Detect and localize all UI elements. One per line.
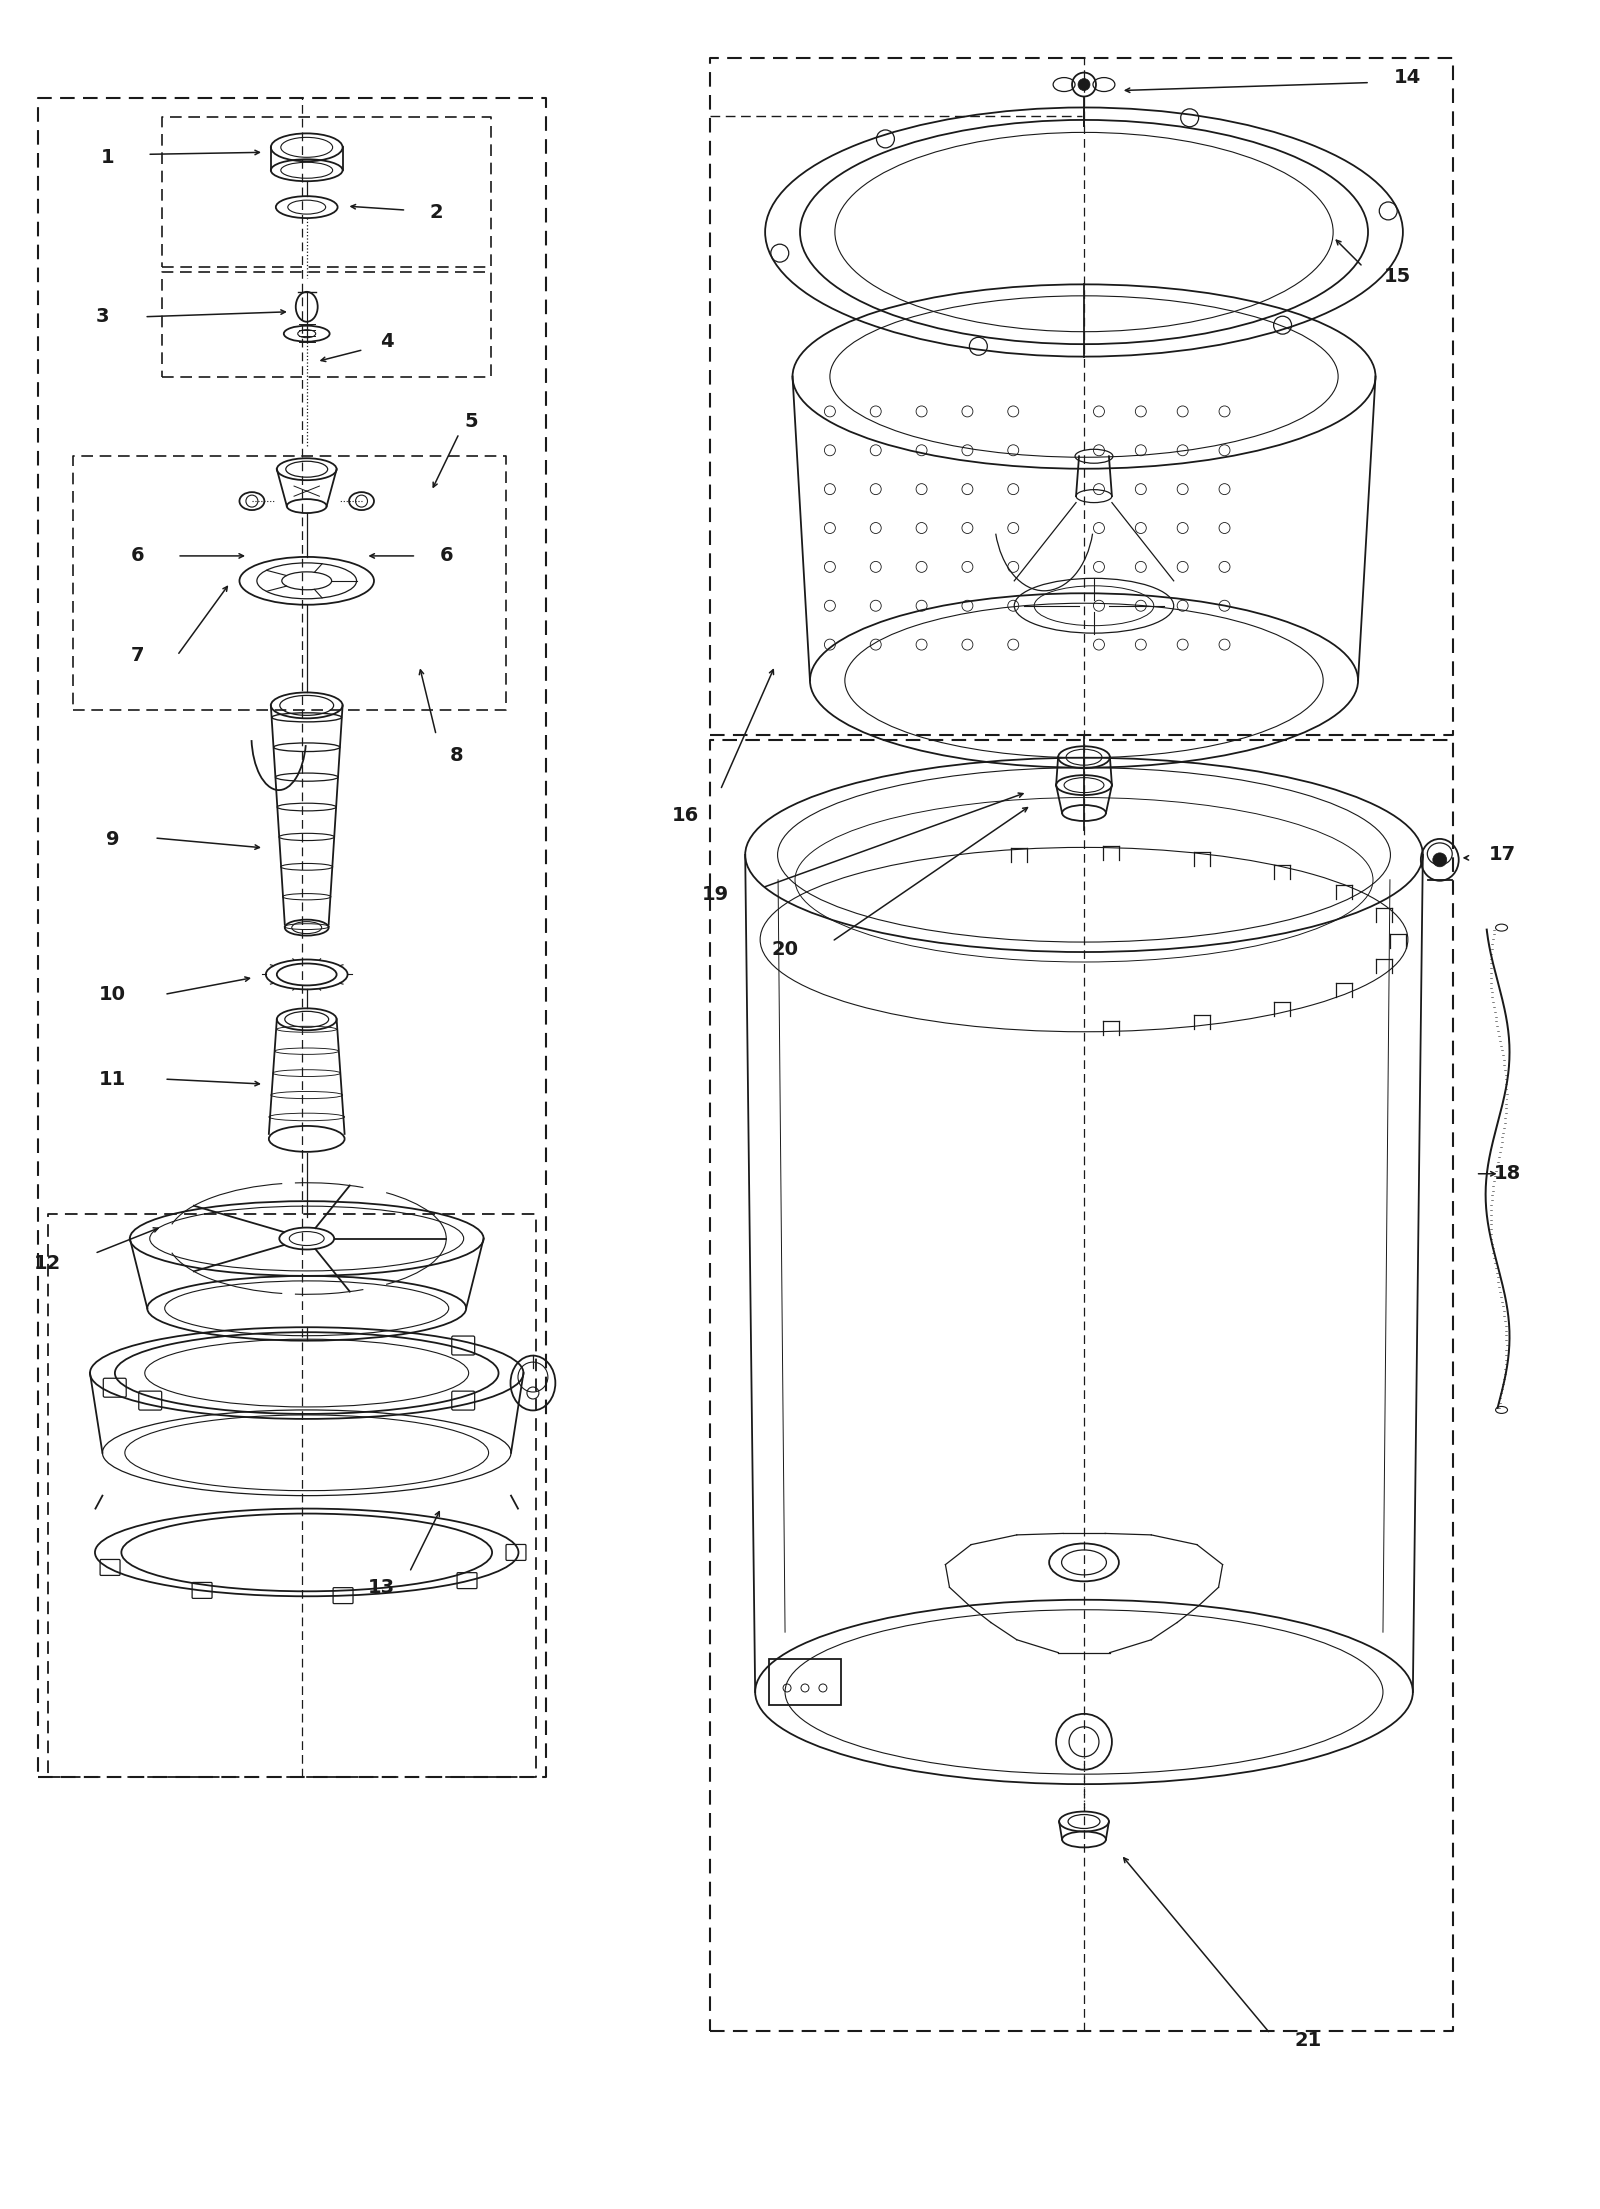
Text: 13: 13 bbox=[368, 1577, 395, 1597]
Text: 11: 11 bbox=[99, 1069, 126, 1089]
Text: 17: 17 bbox=[1490, 846, 1517, 864]
Text: 18: 18 bbox=[1494, 1164, 1522, 1184]
Text: 10: 10 bbox=[99, 985, 126, 1003]
Text: 20: 20 bbox=[771, 941, 798, 959]
Text: 19: 19 bbox=[702, 886, 730, 903]
Text: 14: 14 bbox=[1394, 68, 1421, 86]
Circle shape bbox=[1432, 853, 1446, 866]
Text: 1: 1 bbox=[101, 148, 114, 168]
Text: 6: 6 bbox=[440, 546, 453, 566]
Text: 2: 2 bbox=[429, 203, 443, 221]
Text: 6: 6 bbox=[131, 546, 144, 566]
Circle shape bbox=[1078, 80, 1090, 91]
Text: 16: 16 bbox=[672, 806, 699, 824]
Text: 12: 12 bbox=[34, 1255, 61, 1272]
Text: 15: 15 bbox=[1384, 267, 1411, 287]
Text: 9: 9 bbox=[106, 831, 118, 850]
Text: 3: 3 bbox=[96, 307, 109, 327]
Text: 7: 7 bbox=[131, 645, 144, 665]
Text: 4: 4 bbox=[379, 331, 394, 351]
Text: 8: 8 bbox=[450, 747, 462, 764]
Text: 21: 21 bbox=[1294, 2032, 1322, 2050]
Text: 5: 5 bbox=[464, 411, 478, 431]
